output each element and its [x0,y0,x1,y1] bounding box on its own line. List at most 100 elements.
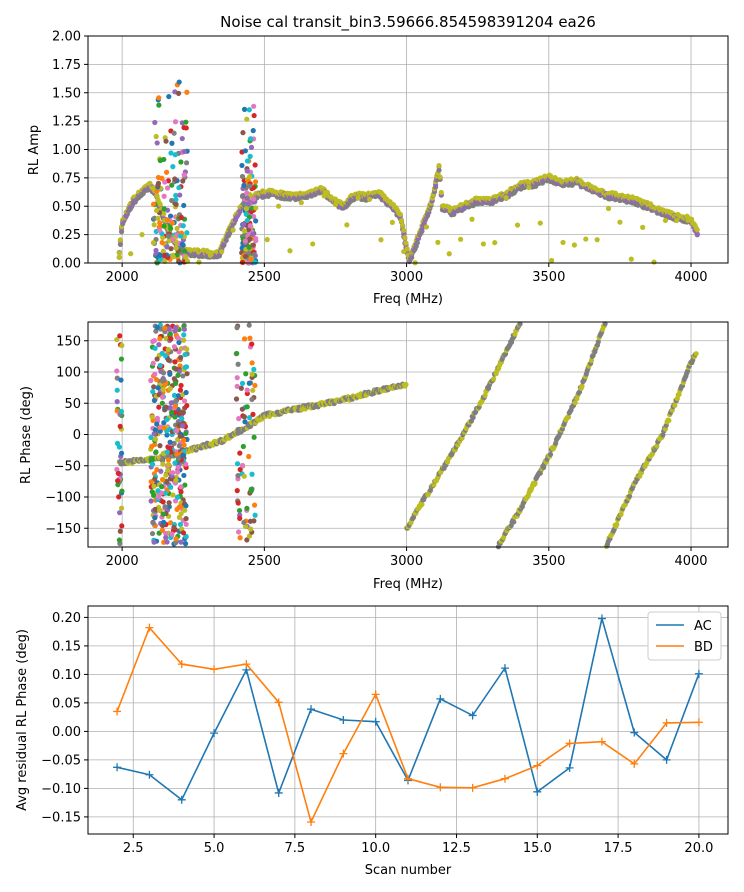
rl-amp-point [437,174,443,180]
rl-phase-point [654,443,660,449]
rl-amp-point [250,231,256,237]
rl-amp-point [244,116,250,122]
rl-phase-point [149,530,156,537]
rl-amp-point [398,218,405,224]
rl-phase-point [117,333,123,339]
rl-amp-point [250,196,257,202]
rl-amp-point [164,244,170,250]
rl-phase-point [151,384,157,390]
rl-phase-point [234,383,240,389]
rl-amp-point [128,251,134,257]
rl-amp-point [436,163,442,169]
series-marker-bd [404,774,412,783]
rl-phase-point [119,488,125,494]
rl-amp-point [157,157,163,164]
rl-amp-point [154,140,160,146]
rl-phase-point [239,462,246,469]
rl-amp-point [401,248,407,255]
rl-amp-point [674,217,680,224]
rl-phase-point [119,523,125,529]
residual-phase-ytick-label: 0.15 [52,639,81,654]
rl-phase-panel: 2000 2500 3000 3500 4000 −150 −100 −50 0 50 100 150… [19,321,729,592]
rl-phase-point [149,443,155,449]
rl-phase-ytick-label: −100 [45,491,81,506]
rl-phase-point [235,426,241,433]
rl-amp-point [685,217,691,223]
rl-amp-point [171,130,177,136]
rl-phase-point [164,416,170,423]
rl-phase-point [155,488,161,494]
series-marker-ac [630,728,639,737]
figure-title: Noise cal transit_bin3.59666.85459839120… [220,13,596,32]
residual-phase-ytick-label: −0.05 [41,753,81,768]
rl-amp-point [168,246,174,252]
rl-amp-point [183,254,189,260]
rl-phase-xtick-label: 2000 [106,554,139,569]
rl-amp-point [250,128,256,134]
rl-amp-point [239,162,245,169]
rl-amp-point [230,227,236,233]
rl-amp-point [480,241,486,247]
rl-amp-point [178,214,184,221]
rl-phase-point [183,430,189,437]
rl-amp-point [155,182,161,189]
rl-phase-point [162,353,168,359]
rl-amp-point [181,148,187,155]
rl-phase-xlabel: Freq (MHz) [373,577,443,592]
rl-amp-point [116,250,122,256]
rl-phase-point [160,519,167,525]
rl-phase-point [246,322,252,328]
rl-phase-point [579,383,585,389]
series-line-bd [116,626,699,825]
rl-phase-point [168,484,174,490]
rl-phase-point [182,541,189,547]
rl-amp-point [184,89,190,95]
rl-phase-point [181,332,187,338]
rl-phase-point [235,500,241,506]
rl-phase-point [239,406,245,412]
series-marker-bd [307,818,316,827]
rl-amp-ytick-label: 0.50 [52,200,81,215]
rl-amp-point [446,251,452,257]
rl-amp-point [247,236,253,242]
rl-phase-point [672,402,678,408]
rl-phase-point [156,404,162,410]
rl-amp-point [151,222,157,228]
rl-phase-point [163,530,169,537]
rl-amp-xtick-label: 2000 [106,270,139,285]
rl-amp-point [159,239,165,246]
rl-amp-point [243,206,250,212]
rl-amp-point [537,220,543,226]
rl-phase-point [248,488,254,494]
rl-amp-point [640,224,646,230]
rl-amp-point [469,216,475,222]
rl-amp-point [164,217,171,223]
rl-phase-point [116,537,122,543]
rl-amp-point [628,256,634,262]
rl-phase-point [156,507,163,513]
rl-phase-point [182,482,188,488]
rl-phase-point [249,360,255,366]
series-marker-bd [113,707,122,716]
rl-amp-point [378,237,384,243]
rl-phase-point [159,484,165,490]
rl-phase-point [234,325,240,331]
rl-amp-point [117,237,124,243]
rl-amp-point [172,152,178,158]
rl-amp-point [155,215,161,221]
rl-amp-point [173,245,179,251]
rl-phase-point [148,498,154,504]
rl-phase-point [164,479,170,485]
rl-phase-point [181,337,187,343]
rl-phase-point [251,366,257,373]
rl-phase-point [175,393,182,399]
rl-phase-point [116,494,122,500]
rl-phase-point [155,494,162,500]
rl-phase-point [237,535,243,541]
rl-amp-point [174,225,180,232]
legend-label-ac: AC [694,619,712,634]
rl-amp-point [166,93,172,100]
rl-phase-point [249,371,255,377]
rl-phase-point [164,432,170,438]
rl-phase-point [167,331,173,337]
